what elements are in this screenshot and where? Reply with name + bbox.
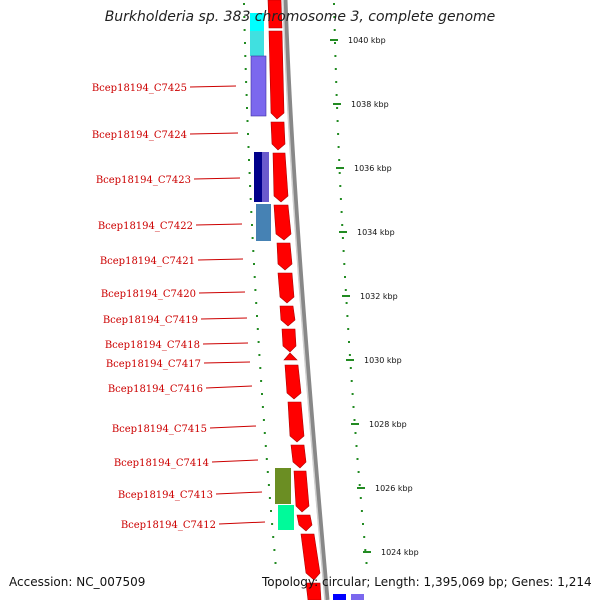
scale-label: 1038 kbp — [351, 100, 389, 109]
scale-label: 1032 kbp — [360, 292, 398, 301]
cds-feature — [287, 401, 305, 443]
leader-line — [211, 459, 259, 463]
gene-label: Bcep18194_C7419 — [103, 315, 198, 326]
accession-text: Accession: NC_007509 — [9, 575, 146, 589]
scale-label: 1024 kbp — [381, 548, 419, 557]
map-title: Burkholderia sp. 383 chromosome 3, compl… — [104, 9, 496, 25]
cds-feature — [284, 364, 302, 400]
genome-backbone — [282, 0, 330, 600]
cds-feature — [305, 582, 322, 600]
feature-block — [250, 31, 264, 56]
leader-line — [202, 342, 249, 345]
cds-feature — [272, 152, 289, 203]
feature-block — [256, 204, 271, 241]
scale-label: 1028 kbp — [369, 420, 407, 429]
cds-feature — [293, 470, 310, 513]
scale-label: 1036 kbp — [354, 164, 392, 173]
gene-label: Bcep18194_C7418 — [105, 340, 200, 351]
inner-tick-track — [243, 3, 277, 564]
leader-line — [209, 425, 257, 429]
gene-label: Bcep18194_C7415 — [112, 424, 207, 435]
leader-line — [200, 317, 248, 320]
leader-line — [198, 291, 246, 294]
leader-line — [195, 223, 243, 226]
leader-line — [218, 521, 266, 525]
gene-label: Bcep18194_C7421 — [100, 256, 195, 267]
topology-text: Topology: circular; Length: 1,395,069 bp… — [262, 575, 592, 589]
scale-ticks — [330, 39, 371, 553]
feature-block — [333, 594, 346, 600]
scale-label: 1030 kbp — [364, 356, 402, 365]
cds-feature — [281, 328, 297, 353]
gene-label: Bcep18194_C7413 — [118, 490, 213, 501]
leader-line — [203, 361, 251, 364]
scale-label: 1040 kbp — [348, 36, 386, 45]
cds-feature — [267, 0, 283, 29]
leader-line — [193, 177, 241, 180]
gene-label: Bcep18194_C7417 — [106, 359, 201, 370]
gene-label: Bcep18194_C7414 — [114, 458, 209, 469]
cds-feature — [296, 514, 313, 532]
feature-block — [351, 594, 364, 600]
gene-label: Bcep18194_C7412 — [121, 520, 216, 531]
feature-block — [275, 468, 291, 504]
cds-feature — [277, 272, 295, 304]
cds-feature — [270, 121, 286, 151]
feature-block — [278, 505, 294, 530]
gene-label: Bcep18194_C7422 — [98, 221, 193, 232]
cds-track — [267, 0, 322, 600]
outer-tick-track — [333, 3, 368, 564]
gene-label: Bcep18194_C7420 — [101, 289, 196, 300]
cds-feature — [283, 352, 298, 361]
cds-feature — [279, 305, 296, 327]
gene-label: Bcep18194_C7424 — [92, 130, 187, 141]
scale-label: 1026 kbp — [375, 484, 413, 493]
leader-line — [189, 85, 237, 88]
cds-feature — [290, 444, 307, 469]
gene-label: Bcep18194_C7425 — [92, 83, 187, 94]
leader-line — [215, 491, 263, 495]
feature-block — [262, 152, 269, 202]
cds-feature — [300, 533, 321, 581]
leader-line — [205, 385, 253, 389]
cds-feature — [268, 30, 285, 120]
cds-feature — [276, 242, 293, 271]
feature-block — [254, 152, 262, 202]
feature-block — [250, 55, 267, 117]
gene-label: Bcep18194_C7423 — [96, 175, 191, 186]
cds-feature — [273, 204, 292, 241]
gene-labels — [189, 85, 266, 525]
feature-block — [250, 13, 264, 31]
leader-line — [189, 132, 239, 135]
leader-line — [197, 258, 244, 261]
gene-label: Bcep18194_C7416 — [108, 384, 203, 395]
feature-blocks — [250, 13, 364, 600]
genome-backbone-highlight — [282, 0, 326, 600]
scale-label: 1034 kbp — [357, 228, 395, 237]
